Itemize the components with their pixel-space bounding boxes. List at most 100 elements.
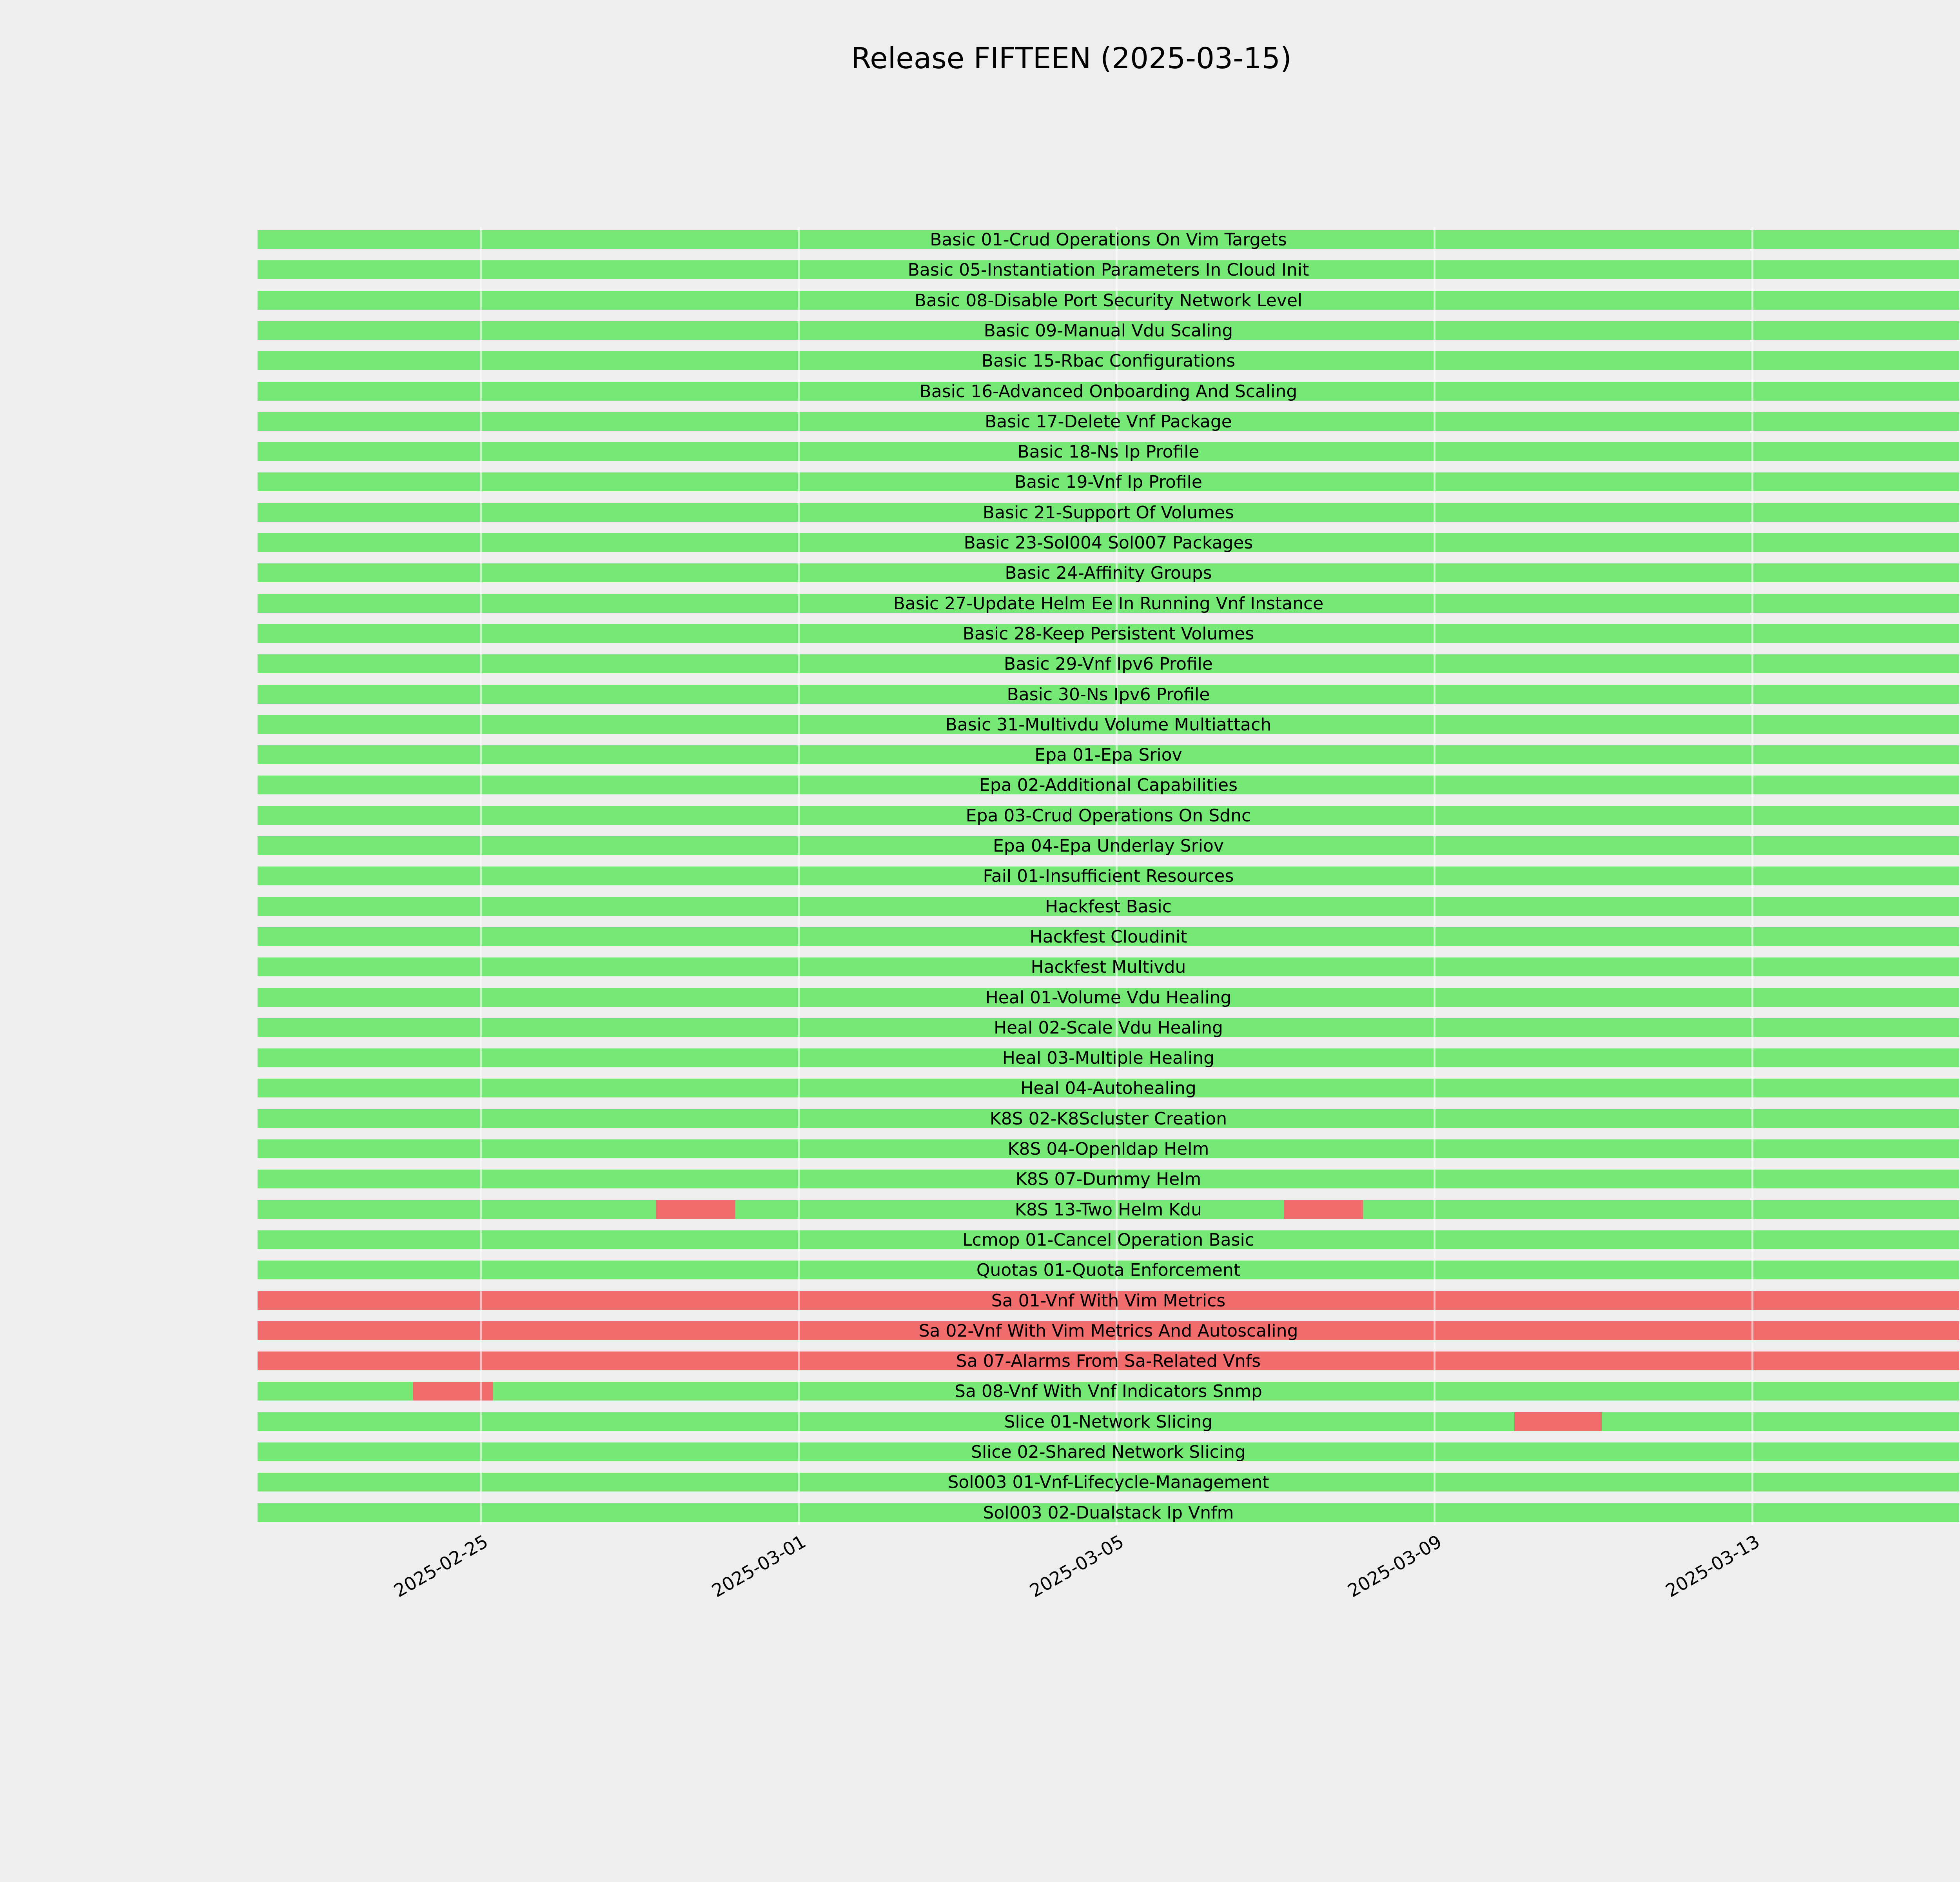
row-label: Basic 05-Instantiation Parameters In Clo… (907, 260, 1309, 280)
fail-segment (1283, 1200, 1363, 1219)
row-label: K8S 04-Openldap Helm (1007, 1139, 1209, 1159)
chart-row: K8S 07-Dummy Helm (258, 1169, 1959, 1190)
row-label: Lcmop 01-Cancel Operation Basic (962, 1230, 1254, 1250)
chart-row: Heal 02-Scale Vdu Healing (258, 1018, 1959, 1037)
row-bar (258, 563, 1959, 583)
row-bar (258, 1170, 1959, 1189)
row-bar (258, 1261, 1959, 1280)
chart-row: Basic 17-Delete Vnf Package (258, 412, 1959, 431)
row-bar (258, 472, 1959, 492)
fail-segment (258, 1321, 1959, 1340)
chart-row: K8S 13-Two Helm Kdu (258, 1200, 1959, 1219)
row-bar (258, 1291, 1959, 1310)
row-bar (258, 1139, 1959, 1158)
row-label: Epa 03-Crud Operations On Sdnc (965, 805, 1251, 826)
chart-row: Basic 05-Instantiation Parameters In Clo… (258, 260, 1959, 280)
row-bar (258, 1382, 1959, 1401)
row-label: Heal 03-Multiple Healing (1002, 1048, 1215, 1068)
x-tick-label: 2025-03-09 (1344, 1530, 1445, 1602)
row-label: Basic 24-Affinity Groups (1005, 563, 1212, 583)
row-bar (258, 624, 1959, 643)
row-bar (258, 685, 1959, 704)
x-tick-label: 2025-02-25 (390, 1530, 492, 1602)
row-bar (258, 1079, 1959, 1098)
chart-row: Basic 23-Sol004 Sol007 Packages (258, 533, 1959, 553)
row-label: Basic 28-Keep Persistent Volumes (962, 623, 1254, 644)
chart-row: Basic 29-Vnf Ipv6 Profile (258, 654, 1959, 674)
x-tick-label: 2025-03-13 (1662, 1530, 1763, 1602)
row-bar (258, 230, 1959, 249)
row-label: Basic 09-Manual Vdu Scaling (984, 320, 1233, 341)
row-label: K8S 07-Dummy Helm (1015, 1169, 1201, 1190)
chart-row: Slice 01-Network Slicing (258, 1412, 1959, 1431)
chart-row: Sol003 02-Dualstack Ip Vnfm (258, 1503, 1959, 1522)
row-bar (258, 1109, 1959, 1128)
row-label: Sa 01-Vnf With Vim Metrics (991, 1290, 1226, 1311)
row-bar (258, 1503, 1959, 1522)
row-bar (258, 988, 1959, 1007)
x-gridline (1751, 227, 1753, 1525)
chart-row: Sa 08-Vnf With Vnf Indicators Snmp (258, 1382, 1959, 1401)
row-label: Slice 01-Network Slicing (1004, 1412, 1213, 1432)
row-label: Basic 30-Ns Ipv6 Profile (1007, 684, 1210, 705)
row-bar (258, 533, 1959, 552)
row-bar (258, 1018, 1959, 1037)
row-bar (258, 715, 1959, 734)
chart-row: Epa 02-Additional Capabilities (258, 775, 1959, 796)
fail-segment (258, 1291, 1959, 1310)
row-label: Hackfest Multivdu (1031, 957, 1186, 977)
row-bar (258, 957, 1959, 977)
row-bar (258, 1352, 1959, 1371)
row-label: Basic 21-Support Of Volumes (983, 502, 1234, 523)
row-label: Basic 01-Crud Operations On Vim Targets (930, 230, 1287, 250)
chart-row: Quotas 01-Quota Enforcement (258, 1260, 1959, 1281)
chart-row: Basic 18-Ns Ip Profile (258, 442, 1959, 462)
chart-row: Basic 01-Crud Operations On Vim Targets (258, 230, 1959, 250)
chart-row: Slice 02-Shared Network Slicing (258, 1442, 1959, 1462)
row-bar (258, 594, 1959, 613)
row-label: Heal 01-Volume Vdu Healing (985, 987, 1232, 1008)
row-label: K8S 13-Two Helm Kdu (1015, 1199, 1202, 1220)
row-bar (258, 442, 1959, 461)
row-label: Basic 19-Vnf Ip Profile (1014, 472, 1202, 492)
row-bar (258, 1048, 1959, 1068)
x-gridline (1433, 227, 1436, 1525)
row-label: Quotas 01-Quota Enforcement (976, 1260, 1241, 1281)
chart-row: Basic 16-Advanced Onboarding And Scaling (258, 381, 1959, 401)
chart-row: Basic 24-Affinity Groups (258, 563, 1959, 583)
row-bar (258, 1412, 1959, 1431)
row-bar (258, 321, 1959, 340)
row-label: Sol003 02-Dualstack Ip Vnfm (983, 1502, 1234, 1523)
x-gridline (797, 227, 800, 1525)
row-label: Basic 08-Disable Port Security Network L… (914, 290, 1303, 311)
row-bar (258, 745, 1959, 765)
row-bar (258, 1200, 1959, 1219)
row-label: Fail 01-Insufficient Resources (983, 866, 1234, 887)
row-bar (258, 1442, 1959, 1461)
row-label: Basic 17-Delete Vnf Package (985, 411, 1232, 432)
row-label: Basic 18-Ns Ip Profile (1017, 442, 1200, 462)
row-bar (258, 836, 1959, 855)
x-gridline (479, 227, 482, 1525)
row-label: Epa 02-Additional Capabilities (979, 775, 1238, 796)
chart-row: Basic 09-Manual Vdu Scaling (258, 321, 1959, 340)
row-label: Sa 08-Vnf With Vnf Indicators Snmp (955, 1381, 1262, 1402)
row-label: Slice 02-Shared Network Slicing (971, 1442, 1246, 1462)
row-label: Sa 07-Alarms From Sa-Related Vnfs (956, 1351, 1261, 1372)
chart-row: Sa 02-Vnf With Vim Metrics And Autoscali… (258, 1321, 1959, 1341)
chart-row: Epa 03-Crud Operations On Sdnc (258, 806, 1959, 825)
row-bar (258, 776, 1959, 795)
row-bar (258, 867, 1959, 886)
chart-row: Fail 01-Insufficient Resources (258, 866, 1959, 887)
row-label: Heal 02-Scale Vdu Healing (994, 1017, 1223, 1038)
chart-row: Basic 27-Update Helm Ee In Running Vnf I… (258, 594, 1959, 613)
chart-row: Sa 01-Vnf With Vim Metrics (258, 1291, 1959, 1310)
row-bar (258, 654, 1959, 674)
chart-row: Hackfest Multivdu (258, 957, 1959, 977)
fail-segment (1514, 1412, 1602, 1431)
chart-row: Basic 31-Multivdu Volume Multiattach (258, 715, 1959, 734)
row-bar (258, 927, 1959, 946)
row-label: Basic 16-Advanced Onboarding And Scaling (919, 381, 1298, 401)
chart-row: Heal 04-Autohealing (258, 1079, 1959, 1098)
row-label: Basic 27-Update Helm Ee In Running Vnf I… (893, 593, 1324, 614)
